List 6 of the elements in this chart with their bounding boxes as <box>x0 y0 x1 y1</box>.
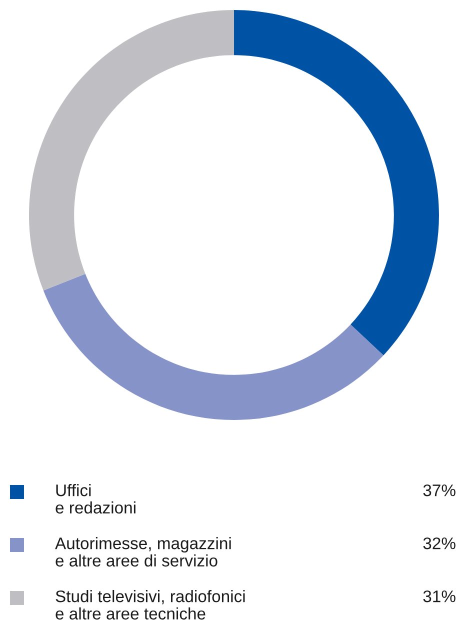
data-label: 37% <box>423 484 456 496</box>
data-label: 31% <box>423 590 456 602</box>
legend-label: Uffici e redazioni <box>56 484 136 514</box>
legend-label: Studi televisivi, radiofonici e altre aree tecniche <box>56 590 245 620</box>
legend-label: Autorimesse, magazzini e altre aree di servizio <box>55 537 231 567</box>
data-label: 32% <box>423 537 456 550</box>
